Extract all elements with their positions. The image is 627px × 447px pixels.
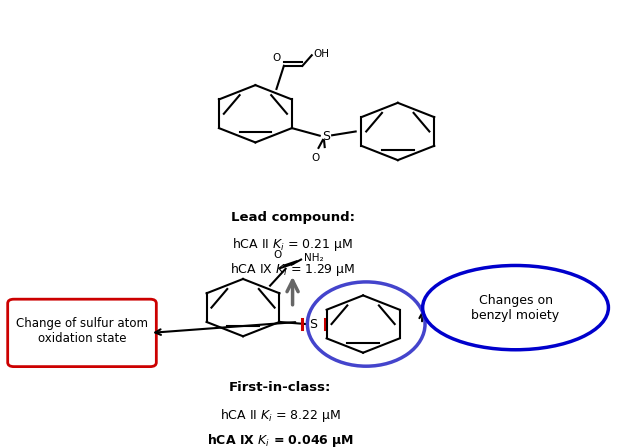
Text: Changes on
benzyl moiety: Changes on benzyl moiety [472, 294, 559, 322]
Text: S: S [310, 317, 317, 330]
Text: First-in-class:: First-in-class: [229, 381, 332, 394]
Text: hCA II $K_i$ = 8.22 μM: hCA II $K_i$ = 8.22 μM [220, 407, 340, 424]
Text: O: O [273, 249, 282, 260]
Text: Lead compound:: Lead compound: [231, 211, 355, 224]
Text: O: O [273, 53, 281, 63]
Text: hCA IX $K_i$ = 0.046 μM: hCA IX $K_i$ = 0.046 μM [206, 432, 354, 447]
Text: S: S [322, 130, 330, 143]
Text: O: O [311, 153, 320, 164]
Text: OH: OH [314, 49, 330, 59]
Text: NH₂: NH₂ [303, 253, 323, 263]
Text: hCA II $K_i$ = 0.21 μM: hCA II $K_i$ = 0.21 μM [232, 236, 353, 253]
Text: hCA IX $K_i$ = 1.29 μM: hCA IX $K_i$ = 1.29 μM [230, 261, 355, 278]
FancyBboxPatch shape [8, 299, 156, 367]
Text: Change of sulfur atom
oxidation state: Change of sulfur atom oxidation state [16, 317, 148, 345]
